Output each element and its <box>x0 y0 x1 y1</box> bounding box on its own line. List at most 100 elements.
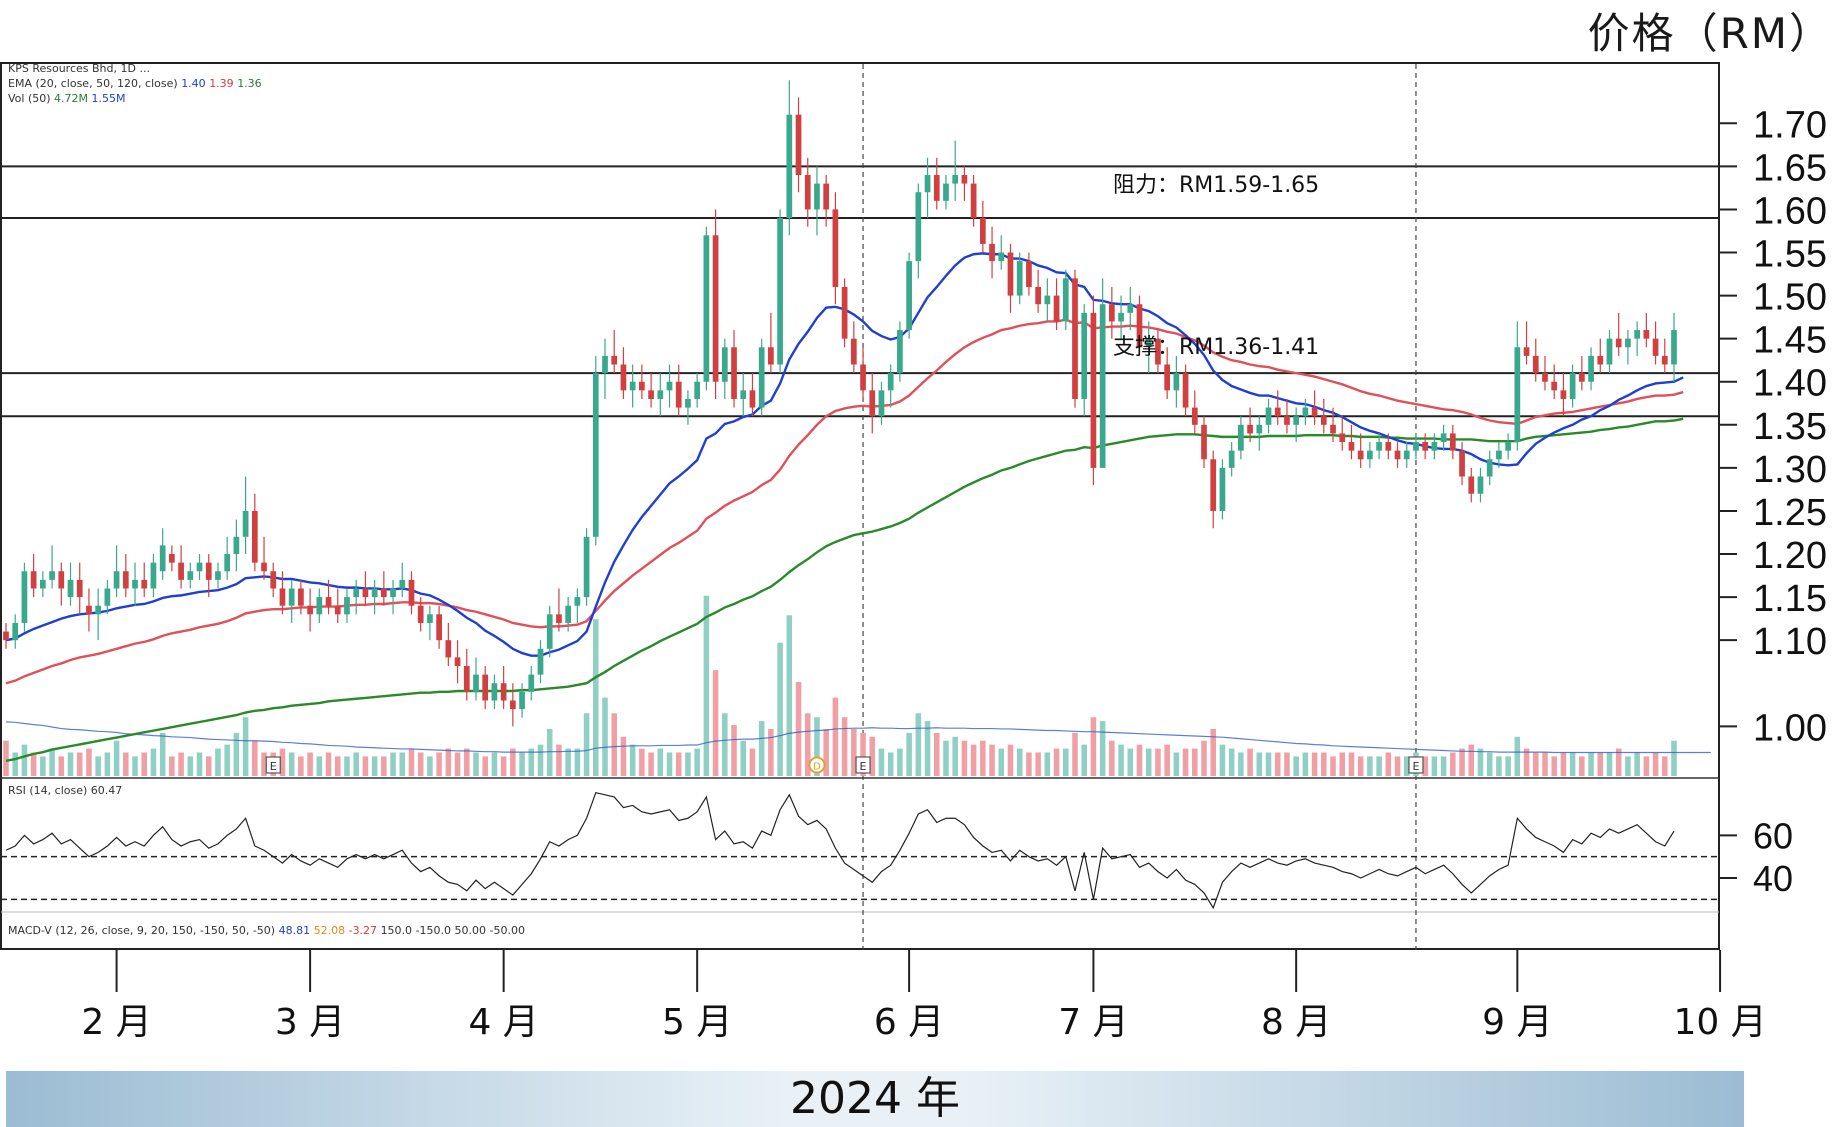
volume-bar <box>353 752 359 776</box>
volume-bar <box>768 728 774 776</box>
legend-volume-text: Vol (50) <box>8 92 51 105</box>
candle-body <box>712 235 719 382</box>
volume-bar <box>814 717 820 776</box>
candle-body <box>878 390 885 417</box>
volume-bar <box>1219 744 1226 776</box>
legend-rsi-text: RSI (14, close) <box>8 784 88 797</box>
volume-bar <box>454 752 461 776</box>
candle-body <box>933 174 940 201</box>
volume-bar <box>1450 752 1456 776</box>
volume-bar <box>1422 756 1428 776</box>
candle-body <box>1182 373 1189 408</box>
volume-bar <box>1431 756 1438 776</box>
month-axis: 2 月3 月4 月5 月6 月7 月8 月9 月10 月11 月12 月 <box>81 950 1767 1043</box>
volume-bar <box>1385 752 1392 776</box>
candle-body <box>1551 381 1558 391</box>
candle-body <box>639 381 645 391</box>
volume-bar <box>1164 744 1170 776</box>
price-tick-label: 1.15 <box>1753 578 1827 620</box>
volume-bar <box>390 752 396 776</box>
volume-bar <box>215 748 221 776</box>
candle-body <box>1422 442 1429 451</box>
candle-body <box>1588 355 1594 382</box>
volume-bar <box>482 756 488 776</box>
month-tick-label: 6 月 <box>874 1002 944 1043</box>
volume-bar <box>205 756 212 776</box>
volume-bar <box>1293 756 1299 776</box>
candle-body <box>1302 407 1309 417</box>
candle-body <box>270 571 277 589</box>
price-tick-label: 1.65 <box>1753 147 1827 189</box>
candle-body <box>58 571 65 589</box>
candle-body <box>169 554 175 563</box>
volume-bar <box>1533 752 1539 776</box>
price-tick-label: 1.35 <box>1753 406 1827 448</box>
candle-body <box>1403 450 1410 460</box>
volume-bar <box>1597 752 1604 776</box>
candle-body <box>703 235 710 382</box>
volume-bar <box>1016 748 1023 776</box>
candle-body <box>1026 261 1032 287</box>
volume-bar <box>1357 756 1364 776</box>
candle-body <box>1542 373 1548 382</box>
volume-bar <box>1671 740 1677 776</box>
candle-body <box>629 381 636 391</box>
legend-macd-value: 48.81 <box>278 924 311 937</box>
volume-bar <box>1118 744 1124 776</box>
candle-body <box>482 674 489 701</box>
earnings-marker <box>1408 756 1424 774</box>
candle-body <box>860 364 866 391</box>
candle-body <box>1496 450 1502 460</box>
volume-bar <box>795 681 802 776</box>
price-tick-label: 1.00 <box>1753 707 1827 749</box>
volume-bar <box>252 740 258 776</box>
candle-body <box>215 571 221 580</box>
volume-bar <box>970 744 977 776</box>
candle-body <box>1293 416 1300 425</box>
volume-bar <box>712 670 719 776</box>
volume-bar <box>694 748 700 776</box>
volume-bar <box>1053 748 1060 776</box>
price-tick-label: 1.50 <box>1753 277 1827 319</box>
volume-bar <box>159 732 166 776</box>
candle-body <box>850 338 857 365</box>
candle-body <box>823 183 830 210</box>
volume-bar <box>556 744 562 776</box>
legend-ema50-value: 1.39 <box>209 77 234 90</box>
candle-body <box>731 347 737 399</box>
volume-bar <box>1081 744 1087 776</box>
volume-bar <box>491 752 498 776</box>
ema50-line <box>5 318 1684 685</box>
volume-bar <box>989 744 995 776</box>
volume-bar <box>519 752 525 776</box>
volume-bar <box>565 748 571 776</box>
candle-body <box>509 700 516 710</box>
volume-bar <box>933 732 940 776</box>
candle-body <box>187 571 194 580</box>
candle-body <box>1256 424 1263 434</box>
volume-bar <box>233 732 240 776</box>
candle-body <box>1634 330 1640 339</box>
price-axis: 1.00 1.101.151.201.251.301.351.401.451.50… <box>1719 104 1827 749</box>
candle-body <box>657 390 664 399</box>
rsi-panel <box>1 791 1719 910</box>
candle-body <box>915 192 922 262</box>
candle-body <box>611 355 618 365</box>
volume-bar <box>58 756 65 776</box>
candle-body <box>417 605 424 623</box>
dividend-marker <box>808 756 826 774</box>
candle-body <box>1035 286 1041 305</box>
volume-bar <box>639 748 645 776</box>
candle-body <box>1238 424 1244 451</box>
volume-bar <box>961 740 968 776</box>
volume-bar <box>1311 752 1318 776</box>
volume-bar <box>1348 752 1355 776</box>
candle-body <box>150 562 157 589</box>
volume-bar <box>417 752 424 776</box>
candle-body <box>242 510 249 537</box>
volume-bar <box>1044 752 1051 776</box>
candle-body <box>1219 467 1226 511</box>
legend-ema-text: EMA (20, close, 50, 120, close) <box>8 77 178 90</box>
volume-bar <box>1228 748 1235 776</box>
candle-body <box>325 597 332 606</box>
